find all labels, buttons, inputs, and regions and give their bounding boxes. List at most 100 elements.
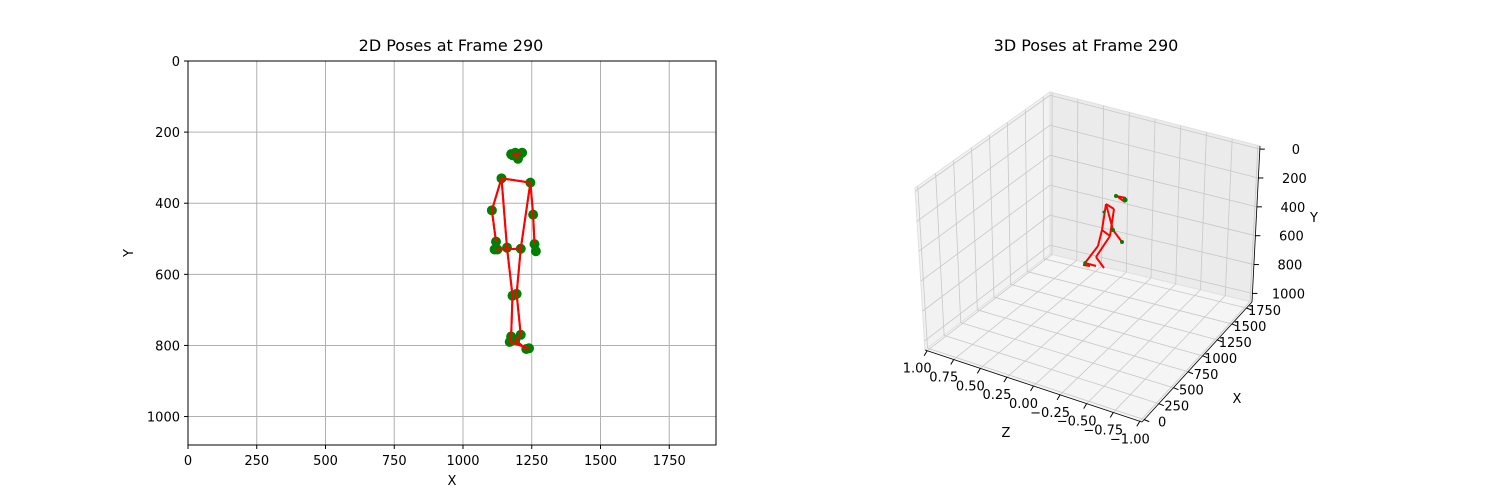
z-gridline-back: [1224, 138, 1233, 296]
joint-2d: [507, 150, 518, 161]
x-gridline-floor: [1027, 271, 1232, 325]
bone-2d-overlay: [515, 293, 522, 335]
x-tick-mark: [1217, 339, 1223, 343]
x-gridline-left: [1024, 109, 1028, 272]
bone-2d-overlay: [514, 152, 519, 160]
y-tick-label: 600: [155, 268, 180, 283]
bone-3d: [1082, 264, 1091, 267]
z-tick-label: 0.00: [1009, 397, 1038, 412]
y-ticks-2d: 0 200 400 600 800 1000: [147, 55, 188, 426]
y-tick-label: 1000: [1272, 287, 1305, 302]
joint-3d: [1120, 240, 1124, 244]
joint-3d: [1111, 228, 1115, 232]
z-gridline-back: [1125, 112, 1130, 273]
bone-2d-overlay: [500, 178, 508, 248]
z-gridline-floor: [1112, 295, 1226, 413]
y-tick-label: 800: [155, 339, 180, 354]
y-gridline-left: [922, 214, 1051, 312]
x-tick-label: 750: [382, 454, 407, 469]
z-tick-label: −0.25: [1030, 406, 1070, 421]
joint-3d: [1102, 210, 1106, 214]
x-tick-label: 750: [1194, 368, 1219, 383]
y-gridline-back: [1049, 184, 1256, 237]
z-tick-mark: [1136, 421, 1141, 427]
y-tick-label: 400: [1280, 201, 1305, 216]
z-gridline-floor: [980, 265, 1102, 369]
skeleton-joints-2d: [486, 147, 541, 354]
bone-3d: [1105, 203, 1114, 231]
y-ticks-3d: 0 200 400 600 800 1000: [1252, 143, 1307, 302]
z-tick-label: 1.00: [903, 362, 932, 377]
z-tick-label: 0.50: [956, 379, 985, 394]
joint-3d: [1114, 194, 1118, 198]
bone-3d: [1101, 229, 1111, 237]
x-gridline-floor: [977, 309, 1189, 373]
x-tick-label: 1500: [584, 454, 617, 469]
plot-3d: 3D Poses at Frame 290 1.000.750.500.250.…: [903, 36, 1318, 447]
bone-2d-overlay: [514, 334, 522, 341]
bone-2d-overlay: [529, 182, 535, 215]
z-gridline-floor: [1059, 283, 1177, 396]
bone-2d-overlay: [532, 214, 536, 245]
z-gridline-floor: [1006, 271, 1127, 378]
x-tick-label: 1250: [1219, 336, 1252, 351]
x-tick-label: 250: [1164, 400, 1189, 415]
x-gridline-floor: [1010, 283, 1218, 341]
z-tick-mark: [923, 350, 928, 356]
z-tick-mark: [1109, 412, 1114, 418]
x-gridline-left: [1042, 96, 1045, 259]
x-ticks-2d: 0 250 500 750 1000 1250 1500 1750: [184, 445, 686, 469]
z-tick-mark: [1003, 376, 1008, 383]
x-tick-mark: [1173, 387, 1179, 391]
z-gridline-floor: [953, 260, 1078, 360]
z-tick-mark: [1056, 394, 1061, 401]
x-tick-label: 500: [313, 454, 338, 469]
y-gridline-back: [1049, 124, 1259, 179]
y-tick-label: 1000: [147, 411, 180, 426]
bone-2d-overlay: [510, 295, 514, 337]
y-gridline-left: [918, 154, 1051, 252]
z-tick-mark: [950, 359, 955, 365]
x-gridline-left: [971, 147, 978, 310]
x-tick-mark: [1246, 307, 1252, 311]
bone-3d: [1095, 256, 1105, 269]
bone-3d: [1084, 245, 1099, 264]
z-gridline-back: [1175, 125, 1182, 284]
y-gridline-back: [1049, 244, 1253, 294]
z-gridline-floor: [1139, 301, 1251, 422]
z-gridline-floor: [1086, 289, 1201, 404]
chart-2d-title: 2D Poses at Frame 290: [359, 36, 544, 55]
y-tick-label: 200: [155, 126, 180, 141]
z-tick-label: −0.50: [1057, 415, 1097, 430]
z-tick-mark: [1030, 385, 1034, 392]
chart-3d-title: 3D Poses at Frame 290: [994, 36, 1179, 55]
bone-2d-overlay: [515, 248, 522, 294]
x-gridline-floor: [1043, 258, 1247, 309]
z-tick-label: −1.00: [1110, 432, 1150, 447]
x-tick-label: 0: [184, 454, 192, 469]
y-tick-label: 600: [1279, 230, 1304, 245]
bone-2d-overlay: [490, 178, 503, 211]
bone-3d: [1095, 235, 1111, 258]
joint-3d: [1083, 261, 1087, 265]
y-tick-label: 400: [155, 197, 180, 212]
x-tick-label: 0: [1158, 416, 1166, 431]
y-axis-label-2d: Y: [122, 249, 137, 258]
x-gridline-left: [935, 173, 945, 336]
bone-3d: [1105, 203, 1115, 210]
x-tick-label: 1000: [1204, 352, 1237, 367]
y-gridline-back: [1049, 94, 1260, 150]
x-gridline-left: [917, 186, 928, 349]
x-tick-label: 500: [1179, 384, 1204, 399]
grid-2d: [187, 60, 716, 445]
x-gridline-left: [1006, 122, 1011, 285]
y-gridline-left: [920, 184, 1051, 282]
joint-3d: [1122, 197, 1128, 203]
x-tick-label: 1750: [1248, 304, 1281, 319]
x-tick-mark: [1144, 419, 1150, 423]
x-axis-line: [1141, 301, 1253, 423]
bone-3d: [1097, 229, 1103, 247]
x-axis-label-3d: X: [1233, 392, 1242, 407]
y-gridline-left: [914, 94, 1051, 192]
